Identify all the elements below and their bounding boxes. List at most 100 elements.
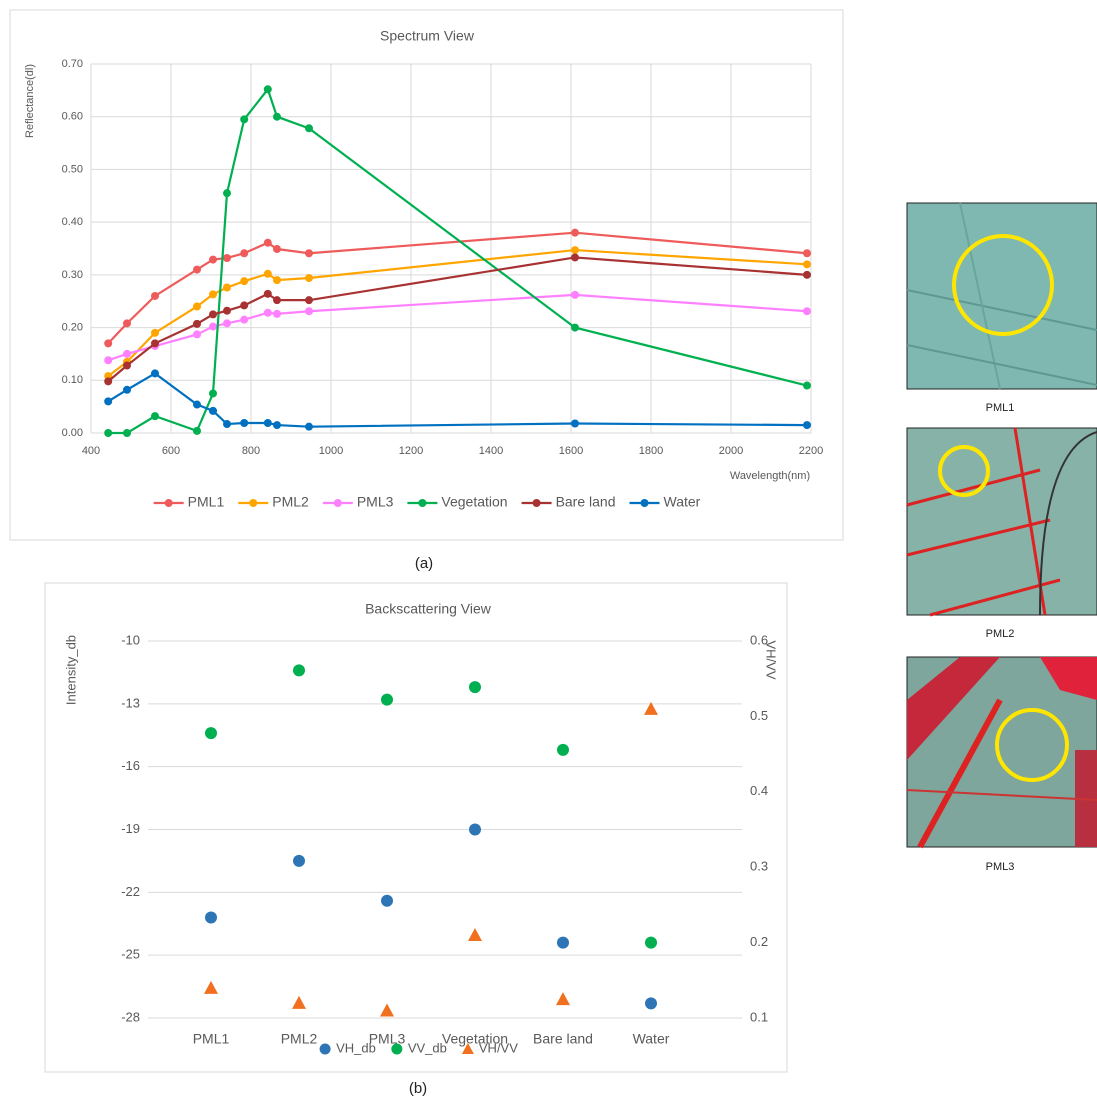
x-tick-label: 1000 [319,445,343,457]
y-tick-label: -16 [121,758,140,773]
marker [273,276,281,284]
marker [104,339,112,347]
y-tick-label: 0.50 [62,163,83,175]
axis-label: Intensity_db [63,635,78,705]
marker [209,310,217,318]
marker [645,937,657,949]
axis-label: VH/VV [764,640,779,679]
legend-label: PML1 [188,494,225,510]
x-tick-label: 2200 [799,445,823,457]
legend-swatch [334,499,342,507]
x-tick-label: 600 [162,445,180,457]
y-tick-label: 0.70 [62,58,83,70]
marker [223,284,231,292]
marker [557,744,569,756]
marker [264,419,272,427]
marker [104,429,112,437]
y-tick-label: -10 [121,632,140,647]
marker [803,421,811,429]
marker [381,895,393,907]
legend-swatch [641,499,649,507]
image-label: PML3 [986,861,1015,873]
marker [104,356,112,364]
marker [223,420,231,428]
x-tick-label: 1800 [639,445,663,457]
marker [305,307,313,315]
marker [209,407,217,415]
marker [240,249,248,257]
legend-label: Bare land [556,494,616,510]
y-tick-label: -28 [121,1009,140,1024]
y-tick-label: -25 [121,947,140,962]
x-tick-label: 1600 [559,445,583,457]
legend-swatch [165,499,173,507]
marker [123,429,131,437]
marker [381,694,393,706]
legend-label: VH_db [336,1040,376,1055]
y-tick-label: 0.60 [62,111,83,123]
x-tick-label: Bare land [533,1031,593,1047]
marker [240,419,248,427]
marker [104,377,112,385]
axis-label: Reflectance(dl) [24,64,36,138]
legend-swatch [320,1044,331,1055]
marker [264,85,272,93]
marker [240,301,248,309]
y-tick-label: -19 [121,821,140,836]
marker [305,249,313,257]
marker [803,307,811,315]
image-label: PML2 [986,628,1015,640]
marker [273,113,281,121]
marker [123,319,131,327]
legend-label: PML3 [357,494,394,510]
marker [571,420,579,428]
x-tick-label: Water [633,1031,670,1047]
marker [571,324,579,332]
marker [305,274,313,282]
x-tick-label: 1200 [399,445,423,457]
y2-tick-label: 0.3 [750,859,768,874]
marker [264,239,272,247]
marker [151,329,159,337]
marker [223,319,231,327]
x-tick-label: 800 [242,445,260,457]
caption: (b) [409,1080,427,1097]
image-pml2 [907,428,1097,615]
legend-label: VV_db [408,1040,447,1055]
legend-label: PML2 [272,494,309,510]
marker [209,256,217,264]
marker [205,727,217,739]
marker [305,423,313,431]
y2-tick-label: 0.1 [750,1009,768,1024]
axis-label: Wavelength(nm) [730,470,810,482]
chart-title: Spectrum View [380,28,475,44]
figure: (a) (b) PML1 PML2 PML3 Spectrum View0.00… [0,0,1097,1106]
marker [264,290,272,298]
y-tick-label: 0.20 [62,321,83,333]
marker [571,229,579,237]
y-tick-label: 0.30 [62,269,83,281]
marker [469,824,481,836]
marker [209,389,217,397]
marker [305,296,313,304]
x-tick-label: 1400 [479,445,503,457]
marker [240,316,248,324]
image-label: PML1 [986,402,1015,414]
y-tick-label: -22 [121,884,140,899]
y-tick-label: 0.40 [62,216,83,228]
marker [151,412,159,420]
marker [151,339,159,347]
marker [123,386,131,394]
legend-label: Water [664,494,701,510]
legend-swatch [391,1044,402,1055]
x-tick-label: 400 [82,445,100,457]
x-tick-label: PML1 [193,1031,230,1047]
marker [293,664,305,676]
chart-frame [45,583,787,1072]
y-tick-label: -13 [121,695,140,710]
marker [571,246,579,254]
marker [151,292,159,300]
marker [205,911,217,923]
marker [557,937,569,949]
marker [193,266,201,274]
